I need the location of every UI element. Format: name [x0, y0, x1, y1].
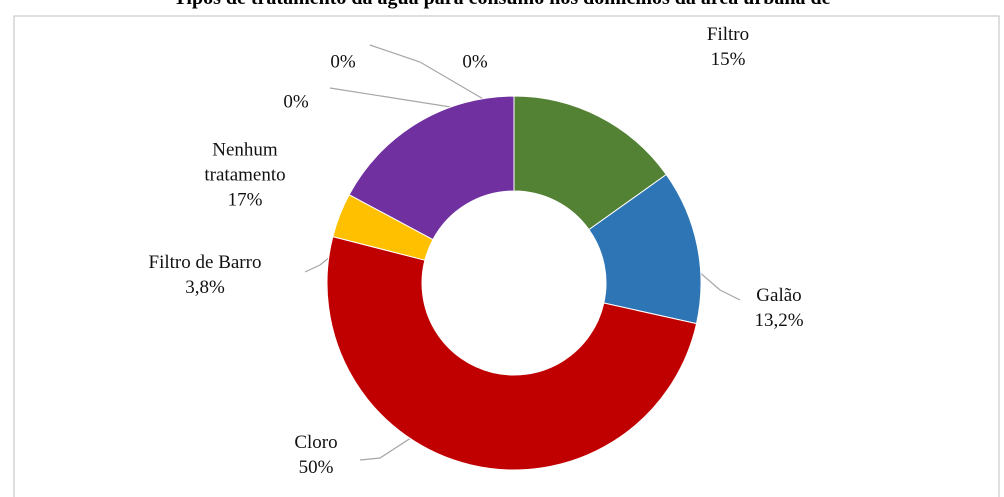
category-label: Nenhum tratamento: [204, 139, 286, 186]
category-label: Cloro: [294, 432, 338, 453]
chart-title: Tipos de tratamento da água para consumo…: [173, 0, 830, 10]
data-label: Filtro 15%: [707, 22, 749, 72]
data-label: 0%: [283, 90, 308, 115]
category-label: Galão: [756, 285, 802, 306]
data-label: 0%: [330, 50, 355, 75]
value-label: 3,8%: [185, 277, 225, 298]
value-label: 15%: [710, 49, 746, 70]
data-label: Galão 13,2%: [754, 283, 803, 333]
value-label: 50%: [298, 457, 334, 478]
data-label: Nenhum tratamento 17%: [190, 138, 300, 213]
category-label: Filtro de Barro: [148, 252, 262, 273]
data-label: 0%: [462, 50, 487, 75]
value-label: 17%: [227, 189, 263, 211]
slice: [326, 236, 698, 471]
slice: [513, 95, 668, 231]
category-label: Filtro: [706, 24, 750, 45]
slices: [326, 95, 702, 471]
value-label: 0%: [462, 51, 488, 73]
slice: [348, 95, 515, 241]
data-label: Filtro de Barro 3,8%: [149, 250, 262, 300]
value-label: 13,2%: [754, 310, 804, 331]
value-label: 0%: [330, 51, 356, 73]
value-label: 0%: [283, 91, 309, 113]
data-label: Cloro 50%: [294, 430, 337, 480]
